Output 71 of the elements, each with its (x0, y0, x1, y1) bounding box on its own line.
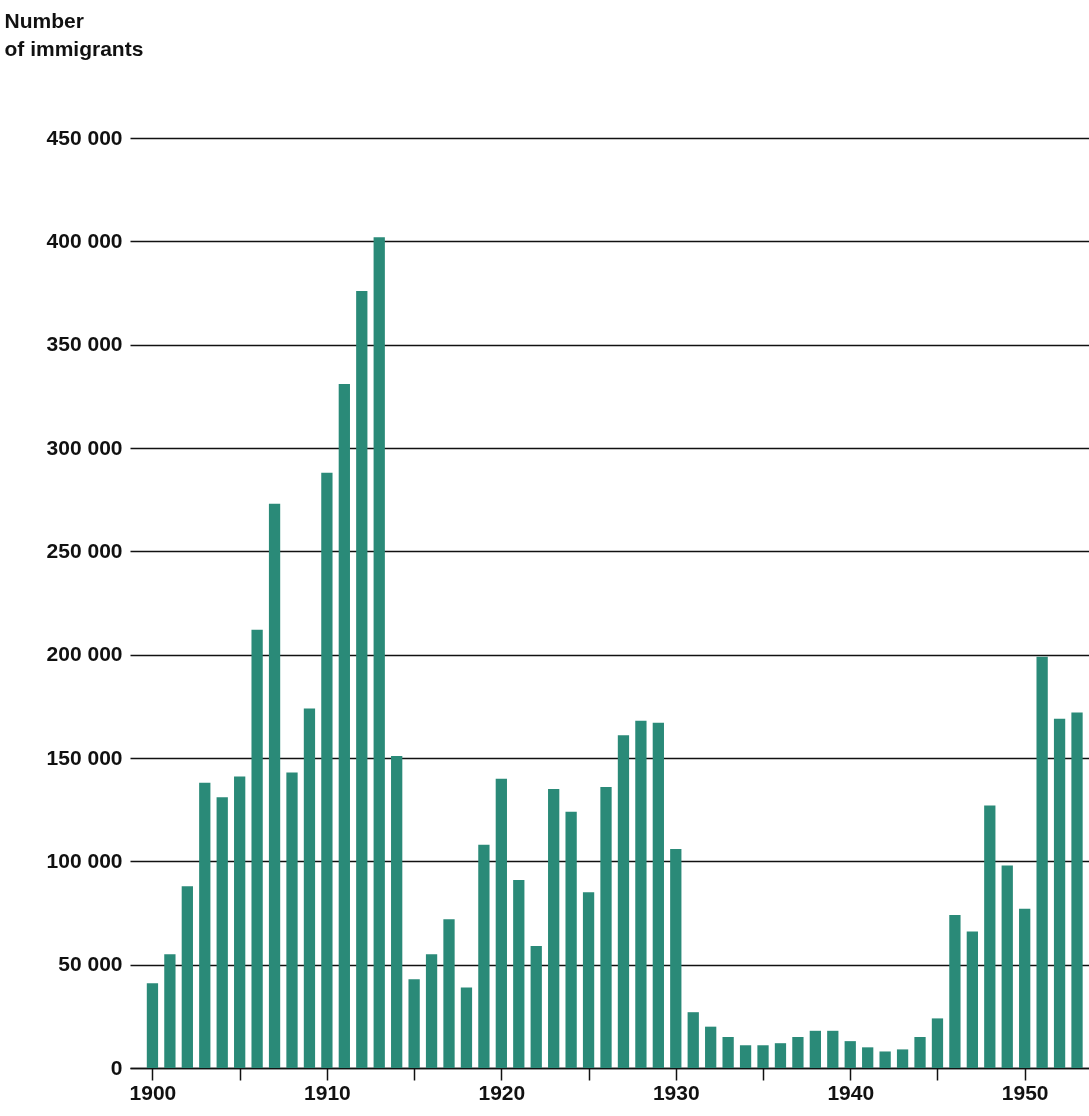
bar (652, 722, 664, 1068)
bar (687, 1012, 699, 1068)
bar (827, 1030, 839, 1068)
bar (443, 919, 455, 1068)
y-tick-label: 450 000 (46, 125, 123, 149)
y-tick-label: 250 000 (46, 538, 123, 562)
bar (600, 786, 612, 1068)
y-tick-label: 50 000 (58, 952, 123, 976)
bar (809, 1030, 821, 1068)
bar (670, 848, 682, 1068)
bar (321, 472, 333, 1068)
bar (1071, 712, 1083, 1068)
bar (774, 1043, 787, 1068)
x-tick-label: 1920 (478, 1080, 526, 1104)
y-tick-label: 350 000 (46, 332, 123, 356)
bar (548, 789, 560, 1068)
y-tick-label: 150 000 (46, 745, 123, 769)
bar (617, 735, 630, 1068)
bar (460, 987, 473, 1068)
y-tick-label: 0 (110, 1055, 123, 1079)
bar (356, 290, 368, 1068)
bar (582, 892, 595, 1068)
bar (1019, 908, 1031, 1068)
bar (565, 811, 577, 1068)
bar (705, 1026, 717, 1068)
bar (757, 1045, 769, 1068)
bar (216, 797, 228, 1068)
bar (792, 1037, 804, 1068)
bar (391, 755, 403, 1068)
bar (338, 383, 350, 1068)
x-tick-label: 1950 (1001, 1080, 1049, 1104)
y-tick-label: 300 000 (46, 435, 123, 459)
bar (966, 931, 978, 1068)
x-tick-label: 1930 (652, 1080, 700, 1104)
bar (739, 1045, 752, 1068)
y-tick-label: 200 000 (46, 642, 123, 666)
bar (879, 1051, 891, 1068)
y-tick-label: 400 000 (46, 228, 123, 252)
bar (268, 503, 281, 1068)
bar (408, 979, 420, 1068)
bar (373, 237, 385, 1068)
y-tick-label: 100 000 (46, 848, 123, 872)
bar (425, 954, 438, 1068)
bar (478, 844, 490, 1068)
bar (286, 772, 298, 1068)
x-tick-label: 1910 (304, 1080, 351, 1104)
bar (722, 1037, 734, 1068)
bar (164, 954, 176, 1068)
bar (949, 915, 961, 1068)
bar (896, 1049, 909, 1068)
bar (931, 1018, 944, 1068)
bar (530, 946, 542, 1068)
bar (146, 983, 159, 1068)
x-tick-label: 1900 (129, 1080, 177, 1104)
bar (862, 1047, 874, 1068)
y-axis-title: Number of immigrants (4, 8, 144, 60)
bar (199, 782, 211, 1068)
x-tick-label: 1940 (827, 1080, 875, 1104)
bar (1053, 718, 1066, 1068)
bar (914, 1037, 926, 1068)
bar (1001, 865, 1013, 1068)
bar (251, 629, 263, 1068)
bar (513, 879, 525, 1068)
bar (1036, 656, 1048, 1068)
bar (303, 708, 316, 1068)
bar (181, 886, 193, 1068)
bar (984, 805, 996, 1068)
bar (635, 720, 647, 1068)
bar (844, 1041, 856, 1068)
bar (234, 776, 246, 1068)
bar (495, 778, 507, 1068)
